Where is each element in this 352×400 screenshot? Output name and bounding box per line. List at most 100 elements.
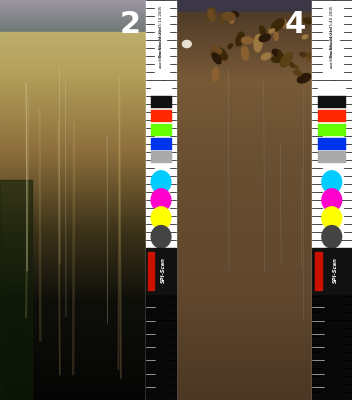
Bar: [176, 179, 312, 180]
Bar: [0, 319, 146, 320]
Bar: [176, 152, 312, 153]
Bar: [0, 77, 146, 79]
Bar: [176, 68, 312, 69]
Bar: [176, 7, 312, 8]
Bar: [176, 316, 312, 317]
Bar: [176, 121, 312, 123]
Bar: [0, 80, 146, 81]
Bar: [0, 45, 146, 47]
Bar: [176, 393, 312, 395]
Bar: [0, 123, 146, 124]
Bar: [0, 392, 146, 393]
Bar: [0, 240, 146, 241]
Bar: [176, 359, 312, 360]
Bar: [176, 39, 312, 40]
Bar: [0, 4, 146, 5]
Bar: [0, 297, 146, 299]
Bar: [176, 307, 312, 308]
Bar: [176, 128, 312, 129]
Bar: [176, 176, 312, 177]
Bar: [0, 51, 146, 52]
Bar: [176, 159, 312, 160]
Bar: [176, 8, 312, 9]
Bar: [176, 372, 312, 373]
Bar: [176, 21, 312, 23]
Bar: [176, 149, 312, 151]
Bar: [0, 96, 146, 97]
Bar: [176, 356, 312, 357]
Bar: [0, 172, 146, 173]
Bar: [176, 192, 312, 193]
Bar: [0, 397, 146, 399]
Bar: [176, 343, 312, 344]
Bar: [176, 143, 312, 144]
Bar: [0, 103, 146, 104]
Ellipse shape: [212, 67, 219, 81]
Bar: [176, 99, 312, 100]
Bar: [176, 0, 312, 1]
Bar: [0, 267, 146, 268]
Bar: [176, 244, 312, 245]
Bar: [0, 277, 146, 279]
Bar: [176, 119, 312, 120]
Bar: [176, 100, 312, 101]
Ellipse shape: [260, 26, 266, 36]
Bar: [176, 103, 312, 104]
Bar: [176, 175, 312, 176]
Bar: [176, 228, 312, 229]
Bar: [176, 227, 312, 228]
Bar: [0, 12, 146, 13]
Bar: [176, 88, 312, 89]
Bar: [176, 177, 312, 179]
Ellipse shape: [236, 32, 244, 46]
Bar: [176, 181, 312, 183]
Ellipse shape: [294, 70, 302, 76]
Bar: [176, 60, 312, 61]
Bar: [176, 208, 312, 209]
Text: Thu Nov 24 20:35:14 2005: Thu Nov 24 20:35:14 2005: [159, 6, 163, 58]
Bar: [0, 95, 146, 96]
Bar: [0, 395, 146, 396]
Bar: [318, 124, 346, 136]
Bar: [176, 153, 312, 155]
Bar: [176, 333, 312, 335]
Bar: [176, 171, 312, 172]
Bar: [176, 136, 312, 137]
Bar: [0, 348, 146, 349]
Bar: [176, 97, 312, 99]
Bar: [0, 371, 146, 372]
Bar: [0, 157, 146, 159]
Bar: [0, 383, 146, 384]
Bar: [151, 110, 171, 122]
Bar: [0, 60, 146, 61]
Bar: [0, 363, 146, 364]
Bar: [176, 295, 312, 296]
Bar: [318, 138, 346, 150]
Bar: [176, 89, 312, 91]
Bar: [176, 41, 312, 43]
Bar: [176, 280, 312, 281]
Bar: [176, 339, 312, 340]
Bar: [0, 127, 146, 128]
Bar: [176, 51, 312, 52]
Bar: [0, 100, 146, 101]
Bar: [176, 96, 312, 97]
Bar: [176, 13, 312, 15]
Bar: [0, 41, 146, 43]
Bar: [176, 364, 312, 365]
Bar: [0, 83, 146, 84]
Bar: [176, 391, 312, 392]
Bar: [176, 303, 312, 304]
Bar: [176, 145, 312, 147]
Bar: [176, 269, 312, 271]
Bar: [176, 220, 312, 221]
Bar: [0, 11, 146, 12]
Bar: [176, 285, 312, 287]
Bar: [0, 57, 146, 59]
Bar: [176, 357, 312, 359]
Bar: [0, 0, 146, 1]
Bar: [0, 111, 146, 112]
Bar: [0, 71, 146, 72]
Bar: [0, 333, 146, 335]
Bar: [176, 384, 312, 385]
